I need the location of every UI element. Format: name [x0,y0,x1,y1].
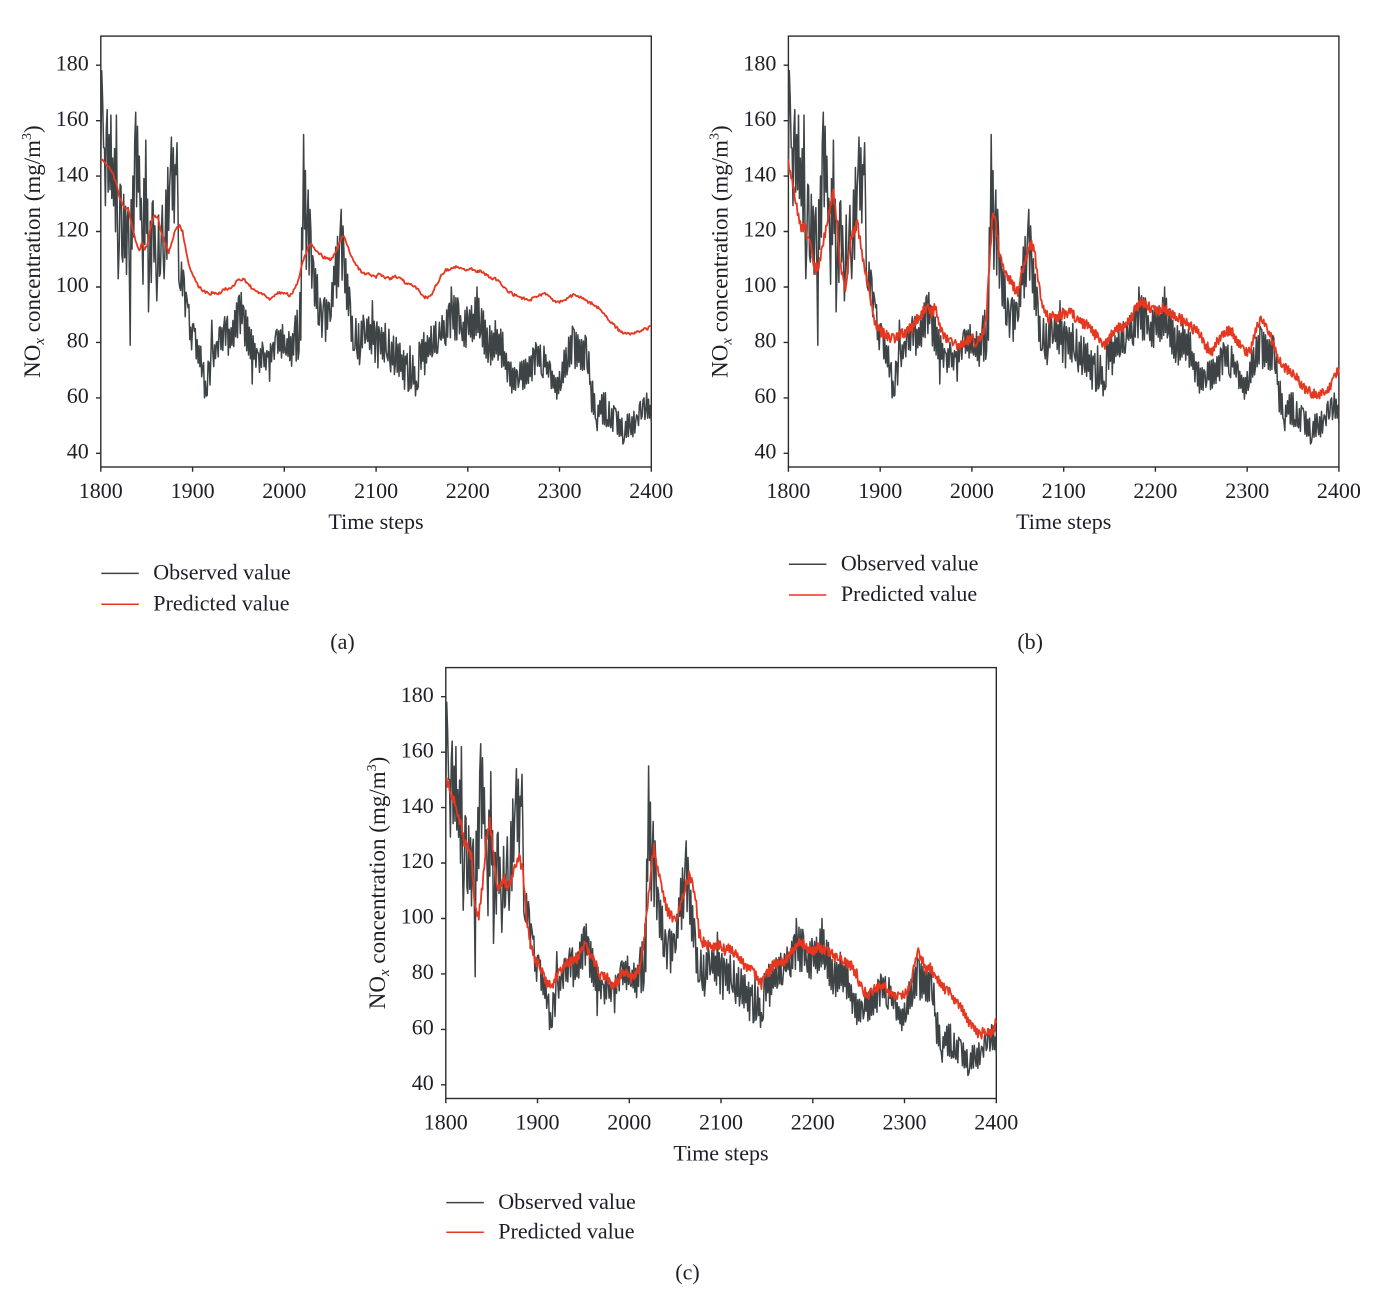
svg-text:1900: 1900 [171,478,215,503]
svg-text:100: 100 [401,904,434,929]
svg-text:100: 100 [743,272,776,297]
svg-text:2400: 2400 [1317,478,1361,503]
svg-text:2000: 2000 [607,1109,651,1134]
svg-text:Time steps: Time steps [673,1141,768,1166]
svg-text:80: 80 [67,328,89,353]
svg-text:80: 80 [754,328,776,353]
svg-text:Time steps: Time steps [328,509,423,534]
svg-text:1800: 1800 [766,478,810,503]
svg-text:Time steps: Time steps [1016,509,1111,534]
svg-text:2300: 2300 [1225,478,1269,503]
svg-text:2300: 2300 [538,478,582,503]
svg-text:60: 60 [67,383,89,408]
svg-text:140: 140 [56,161,89,186]
svg-text:120: 120 [743,217,776,242]
svg-text:160: 160 [401,737,434,762]
svg-text:NOx concentration (mg/m3): NOx concentration (mg/m3) [365,757,393,1010]
svg-text:100: 100 [56,272,89,297]
svg-text:2100: 2100 [699,1109,743,1134]
svg-text:180: 180 [401,682,434,707]
svg-text:140: 140 [401,793,434,818]
svg-text:2200: 2200 [1133,478,1177,503]
svg-text:2200: 2200 [446,478,490,503]
svg-text:120: 120 [56,217,89,242]
svg-text:Predicted value: Predicted value [153,590,289,615]
svg-text:160: 160 [56,106,89,131]
svg-text:60: 60 [754,383,776,408]
svg-text:80: 80 [412,959,434,984]
svg-text:40: 40 [754,439,776,464]
svg-text:NOx concentration (mg/m3): NOx concentration (mg/m3) [707,125,735,378]
svg-text:Predicted value: Predicted value [498,1218,634,1243]
svg-text:160: 160 [743,106,776,131]
svg-text:2300: 2300 [883,1109,927,1134]
svg-text:1800: 1800 [79,478,123,503]
svg-text:(b): (b) [1017,629,1043,654]
svg-text:60: 60 [412,1015,434,1040]
svg-text:1900: 1900 [858,478,902,503]
svg-text:2000: 2000 [262,478,306,503]
svg-text:(a): (a) [330,629,354,654]
svg-text:Observed value: Observed value [153,560,290,585]
svg-text:2100: 2100 [1042,478,1086,503]
svg-text:Observed value: Observed value [498,1189,635,1214]
svg-text:2100: 2100 [354,478,398,503]
svg-text:Observed value: Observed value [841,551,978,576]
svg-text:40: 40 [67,439,89,464]
svg-text:2200: 2200 [791,1109,835,1134]
svg-text:1900: 1900 [516,1109,560,1134]
svg-text:1800: 1800 [424,1109,468,1134]
svg-text:180: 180 [56,50,89,75]
svg-text:2000: 2000 [950,478,994,503]
svg-text:Predicted value: Predicted value [841,581,977,606]
svg-text:2400: 2400 [974,1109,1018,1134]
svg-text:NOx concentration (mg/m3): NOx concentration (mg/m3) [20,125,48,378]
svg-text:180: 180 [743,50,776,75]
svg-text:2400: 2400 [629,478,673,503]
svg-text:120: 120 [401,848,434,873]
svg-text:140: 140 [743,161,776,186]
svg-text:40: 40 [412,1070,434,1095]
svg-text:(c): (c) [675,1260,699,1285]
